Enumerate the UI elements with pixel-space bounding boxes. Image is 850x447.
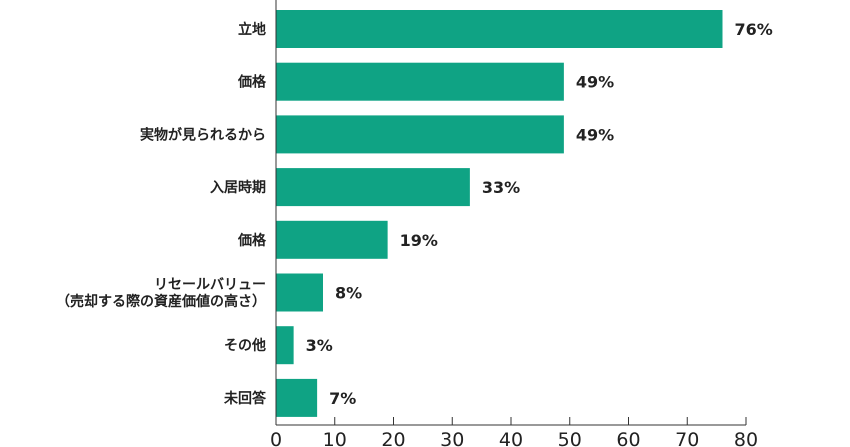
value-label-5: 8% [335,284,362,303]
bar-4 [276,220,388,259]
category-labels-group: 立地価格実物が見られるから入居時期価格リセールバリュー（売却する際の資産価値の高… [56,21,267,407]
value-label-6: 3% [306,336,333,355]
x-tick-label-2: 20 [381,429,405,447]
x-tick-label-1: 10 [323,429,347,447]
category-label-7: 未回答 [224,390,267,407]
category-label-5-line-0: リセールバリュー [154,277,266,293]
value-label-7: 7% [329,389,356,408]
category-label-5-line-1: （売却する際の資産価値の高さ） [56,293,266,310]
bar-3 [276,168,470,207]
bar-0 [276,10,723,48]
category-label-6: その他 [224,337,266,354]
category-label-2: 実物が見られるから [140,126,266,143]
bars-group [276,10,723,417]
category-label-3: 入居時期 [210,179,266,196]
bar-7 [276,378,318,417]
category-label-0: 立地 [238,21,266,38]
x-tick-label-4: 40 [499,429,523,447]
x-tick-label-5: 50 [558,429,582,447]
x-tick-label-3: 30 [440,429,464,447]
value-label-0: 76% [735,20,773,39]
x-tick-label-0: 0 [270,429,282,447]
category-label-1: 価格 [237,74,267,91]
value-label-3: 33% [482,178,520,197]
x-tick-label-7: 70 [675,429,699,447]
value-label-1: 49% [576,73,614,92]
x-ticks-group: 0 10 20 30 40 50 60 70 80 [270,417,758,447]
bar-6 [276,326,294,365]
bar-2 [276,115,564,154]
category-label-4: 価格 [237,232,267,249]
x-tick-label-6: 60 [616,429,640,447]
value-label-4: 19% [400,231,438,250]
value-labels-group: 76% 49% 49% 33% 19% 8% 3% 7% [306,20,773,408]
bar-5 [276,273,323,312]
value-label-2: 49% [576,125,614,144]
bar-1 [276,62,564,101]
x-tick-label-8: 80 [734,429,758,447]
